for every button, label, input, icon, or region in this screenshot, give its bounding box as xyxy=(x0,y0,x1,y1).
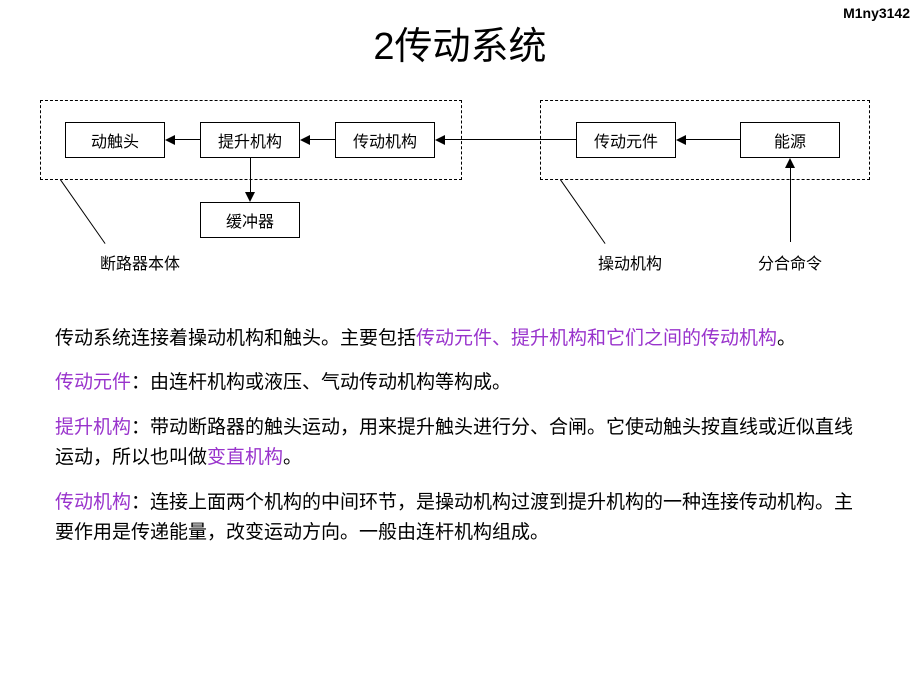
paragraph-3: 传动机构：连接上面两个机构的中间环节，是操动机构过渡到提升机构的一种连接传动机构… xyxy=(55,488,865,549)
plain-text: 。 xyxy=(777,328,796,349)
label-operate: 操动机构 xyxy=(598,250,662,274)
arrow-head xyxy=(676,135,686,145)
paragraph-2: 提升机构：带动断路器的触头运动，用来提升触头进行分、合闸。它使动触头按直线或近似… xyxy=(55,413,865,474)
box-contact: 动触头 xyxy=(65,122,165,158)
arrow-line xyxy=(310,139,335,140)
box-element: 传动元件 xyxy=(576,122,676,158)
page-title: 2传动系统 xyxy=(0,0,920,70)
arrow-line xyxy=(686,139,740,140)
paragraph-0: 传动系统连接着操动机构和触头。主要包括传动元件、提升机构和它们之间的传动机构。 xyxy=(55,324,865,354)
paragraph-1: 传动元件：由连杆机构或液压、气动传动机构等构成。 xyxy=(55,368,865,398)
arrow-head xyxy=(785,158,795,168)
arrow-line xyxy=(250,158,251,194)
plain-text: 。 xyxy=(283,447,302,468)
arrow-line xyxy=(175,139,200,140)
box-power: 能源 xyxy=(740,122,840,158)
slash-line xyxy=(60,179,106,243)
slash-line xyxy=(560,179,606,243)
watermark: M1ny3142 xyxy=(843,5,910,21)
text-content: 传动系统连接着操动机构和触头。主要包括传动元件、提升机构和它们之间的传动机构。 … xyxy=(0,324,920,548)
plain-text: 传动系统连接着操动机构和触头。主要包括 xyxy=(55,328,416,349)
box-lift: 提升机构 xyxy=(200,122,300,158)
arrow-head xyxy=(435,135,445,145)
highlight-text: 提升机构 xyxy=(55,417,131,438)
highlight-text: 传动元件、提升机构和它们之间的传动机构 xyxy=(416,328,777,349)
box-buffer: 缓冲器 xyxy=(200,202,300,238)
highlight-text: 传动元件 xyxy=(55,372,131,393)
arrow-line xyxy=(445,139,576,140)
label-command: 分合命令 xyxy=(758,250,822,274)
plain-text: ：由连杆机构或液压、气动传动机构等构成。 xyxy=(131,372,511,393)
box-trans: 传动机构 xyxy=(335,122,435,158)
arrow-head xyxy=(300,135,310,145)
plain-text: ：带动断路器的触头运动，用来提升触头进行分、合闸。它使动触头按直线或近似直线运动… xyxy=(55,417,853,468)
plain-text: ：连接上面两个机构的中间环节，是操动机构过渡到提升机构的一种连接传动机构。主要作… xyxy=(55,492,853,543)
arrow-line xyxy=(790,168,791,242)
flow-diagram: 动触头 提升机构 传动机构 缓冲器 传动元件 能源 断路器本体 操动机构 分合命… xyxy=(0,90,920,310)
label-breaker: 断路器本体 xyxy=(100,250,180,274)
highlight-text: 变直机构 xyxy=(207,447,283,468)
arrow-head xyxy=(245,192,255,202)
arrow-head xyxy=(165,135,175,145)
highlight-text: 传动机构 xyxy=(55,492,131,513)
